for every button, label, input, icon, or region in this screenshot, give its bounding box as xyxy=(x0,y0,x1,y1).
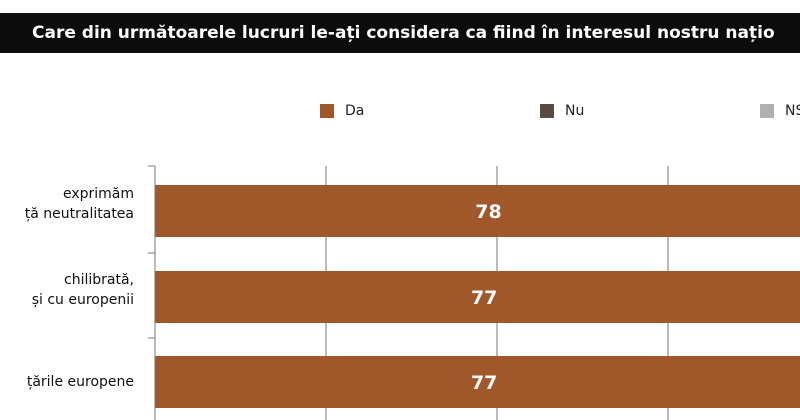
legend-swatch-nu xyxy=(540,104,554,118)
chart-title-bar: Care din următoarele lucruri le-ați cons… xyxy=(0,13,800,53)
bar-da-3 xyxy=(155,356,800,408)
row-label-3-line-1: țările europene xyxy=(26,374,134,390)
bar-value-label-2: 77 xyxy=(471,287,497,309)
bar-da-2 xyxy=(155,271,800,323)
row-label-3: țările europene xyxy=(27,372,134,392)
legend-label-ns: NS xyxy=(785,103,800,119)
row-label-1: exprimăm ță neutralitatea xyxy=(25,184,134,224)
legend-swatch-ns xyxy=(760,104,774,118)
legend-swatch-da xyxy=(320,104,334,118)
bar-da-1 xyxy=(155,185,800,237)
chart-title: Care din următoarele lucruri le-ați cons… xyxy=(32,23,775,43)
legend-label-nu: Nu xyxy=(565,103,585,119)
row-label-2: chilibrată, și cu europenii xyxy=(32,270,134,310)
row-label-2-line-1: chilibrată, xyxy=(64,272,134,288)
row-label-1-line-2: ță neutralitatea xyxy=(24,206,134,222)
row-label-2-line-2: și cu europenii xyxy=(31,292,134,308)
bar-value-label-1: 78 xyxy=(475,201,501,223)
legend-label-da: Da xyxy=(345,103,365,119)
bar-value-label-3: 77 xyxy=(471,372,497,394)
row-label-1-line-1: exprimăm xyxy=(62,186,134,202)
